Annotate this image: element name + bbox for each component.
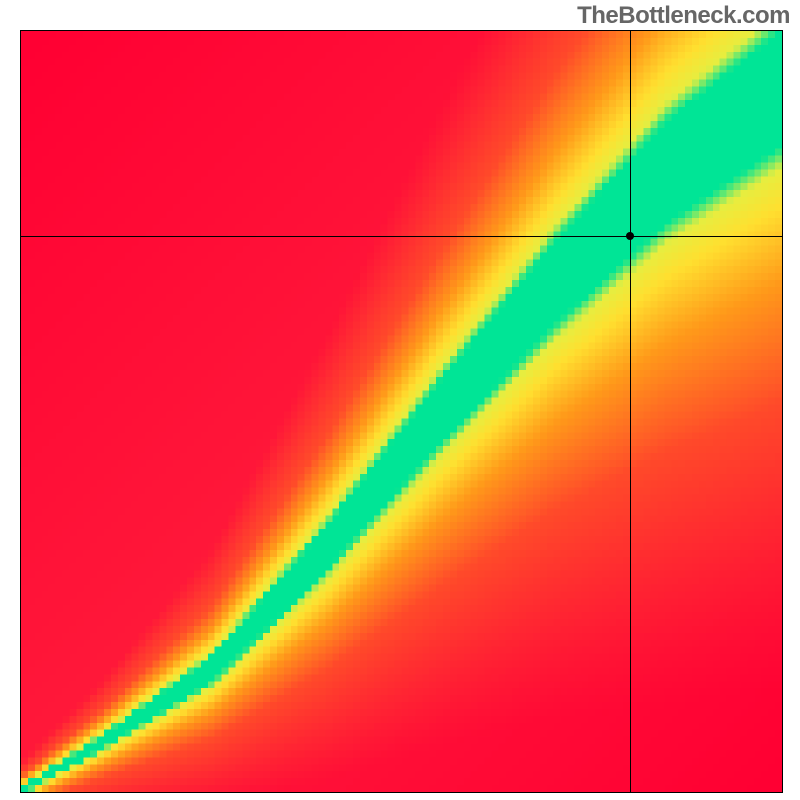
crosshair-vertical xyxy=(630,31,631,792)
heatmap-canvas xyxy=(21,31,782,792)
crosshair-horizontal xyxy=(21,236,782,237)
crosshair-marker xyxy=(626,232,634,240)
heatmap-plot xyxy=(20,30,783,793)
chart-container: TheBottleneck.com xyxy=(0,0,800,800)
watermark-text: TheBottleneck.com xyxy=(577,2,790,30)
